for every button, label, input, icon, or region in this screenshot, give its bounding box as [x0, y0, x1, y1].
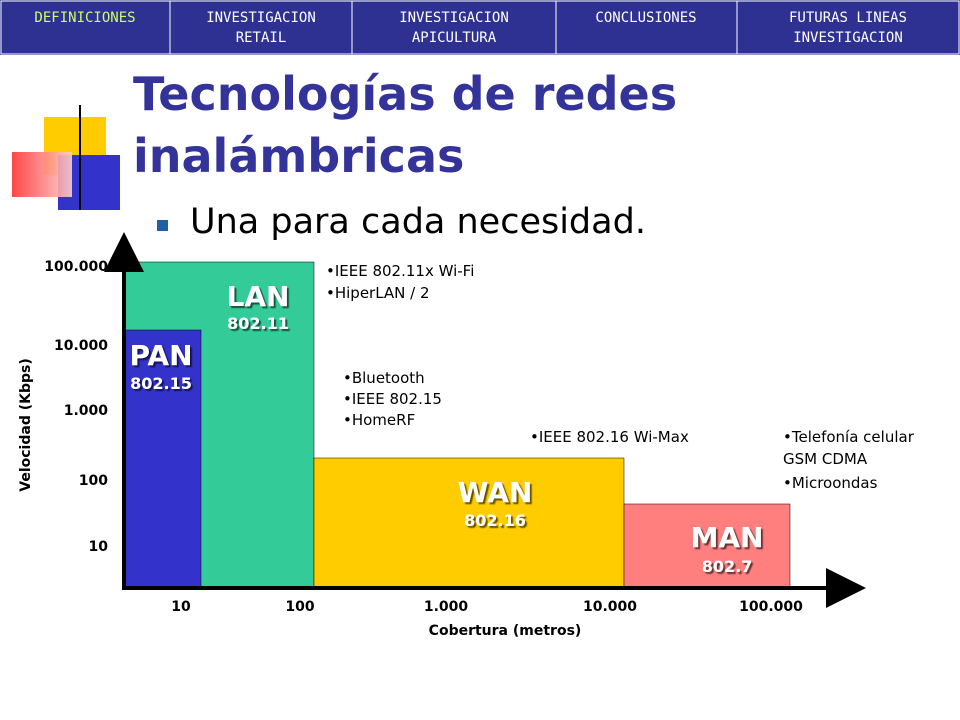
- y-tick-label: 100: [79, 473, 108, 489]
- block-standard: 802.15: [130, 374, 192, 393]
- text-line: APICULTURA: [412, 30, 497, 46]
- decoration: [12, 105, 960, 210]
- block-standard: 802.16: [464, 511, 526, 530]
- x-tick-label: 10: [171, 599, 191, 615]
- block-name: LAN: [227, 280, 290, 313]
- diagram: LAN 802.11 PAN 802.15 WAN 802.16 MAN 802…: [18, 232, 915, 639]
- block-wan: [313, 457, 625, 589]
- y-tick-label: 10.000: [54, 338, 108, 354]
- note: •IEEE 802.11x Wi-Fi: [326, 262, 474, 280]
- x-tick-label: 1.000: [424, 599, 469, 615]
- text-line: GSM CDMA: [783, 450, 868, 468]
- x-tick-label: 100.000: [739, 599, 803, 615]
- x-tick-label: 10.000: [583, 599, 637, 615]
- title: Tecnologías de redes: [133, 67, 677, 121]
- nav-box[interactable]: [736, 0, 960, 55]
- bullet-text: Una para cada necesidad.: [190, 202, 646, 242]
- nav-item[interactable]: CONCLUSIONES: [595, 10, 696, 26]
- text-line: •Telefonía celular: [783, 428, 915, 446]
- y-axis-label: Velocidad (Kbps): [18, 358, 34, 491]
- note: •IEEE 802.16 Wi-Max: [530, 428, 689, 446]
- x-tick-label: 100: [285, 599, 314, 615]
- note: •HiperLAN / 2: [326, 284, 430, 302]
- note: •Telefonía celular GSM CDMA: [783, 428, 915, 468]
- text-line: INVESTIGACION: [793, 30, 903, 46]
- nav-bar: DEFINICIONES INVESTIGACION RETAIL INVESTI…: [0, 0, 960, 55]
- nav-item[interactable]: FUTURAS LINEAS INVESTIGACION: [789, 10, 907, 46]
- block-name: MAN: [691, 521, 764, 554]
- block-pan: [123, 329, 202, 589]
- y-tick-label: 1.000: [64, 403, 109, 419]
- note: •Microondas: [783, 474, 878, 492]
- x-axis-label: Cobertura (metros): [429, 623, 582, 639]
- block-name: WAN: [458, 476, 533, 509]
- bullet-icon: [157, 220, 168, 231]
- text-line: RETAIL: [236, 30, 287, 46]
- nav-item[interactable]: INVESTIGACION APICULTURA: [399, 10, 509, 46]
- block-standard: 802.7: [702, 557, 753, 576]
- text-line: INVESTIGACION: [206, 10, 316, 26]
- nav-item[interactable]: DEFINICIONES: [34, 10, 135, 26]
- title: inalámbricas: [133, 129, 464, 183]
- y-tick-label: 100.000: [44, 259, 108, 275]
- note: •IEEE 802.15: [343, 390, 442, 408]
- y-tick-label: 10: [89, 539, 109, 555]
- block-standard: 802.11: [227, 314, 289, 333]
- nav-item[interactable]: INVESTIGACION RETAIL: [206, 10, 316, 46]
- block-name: PAN: [129, 339, 192, 372]
- text-line: FUTURAS LINEAS: [789, 10, 907, 26]
- note: •HomeRF: [343, 411, 415, 429]
- text-line: INVESTIGACION: [399, 10, 509, 26]
- note: •Bluetooth: [343, 369, 425, 387]
